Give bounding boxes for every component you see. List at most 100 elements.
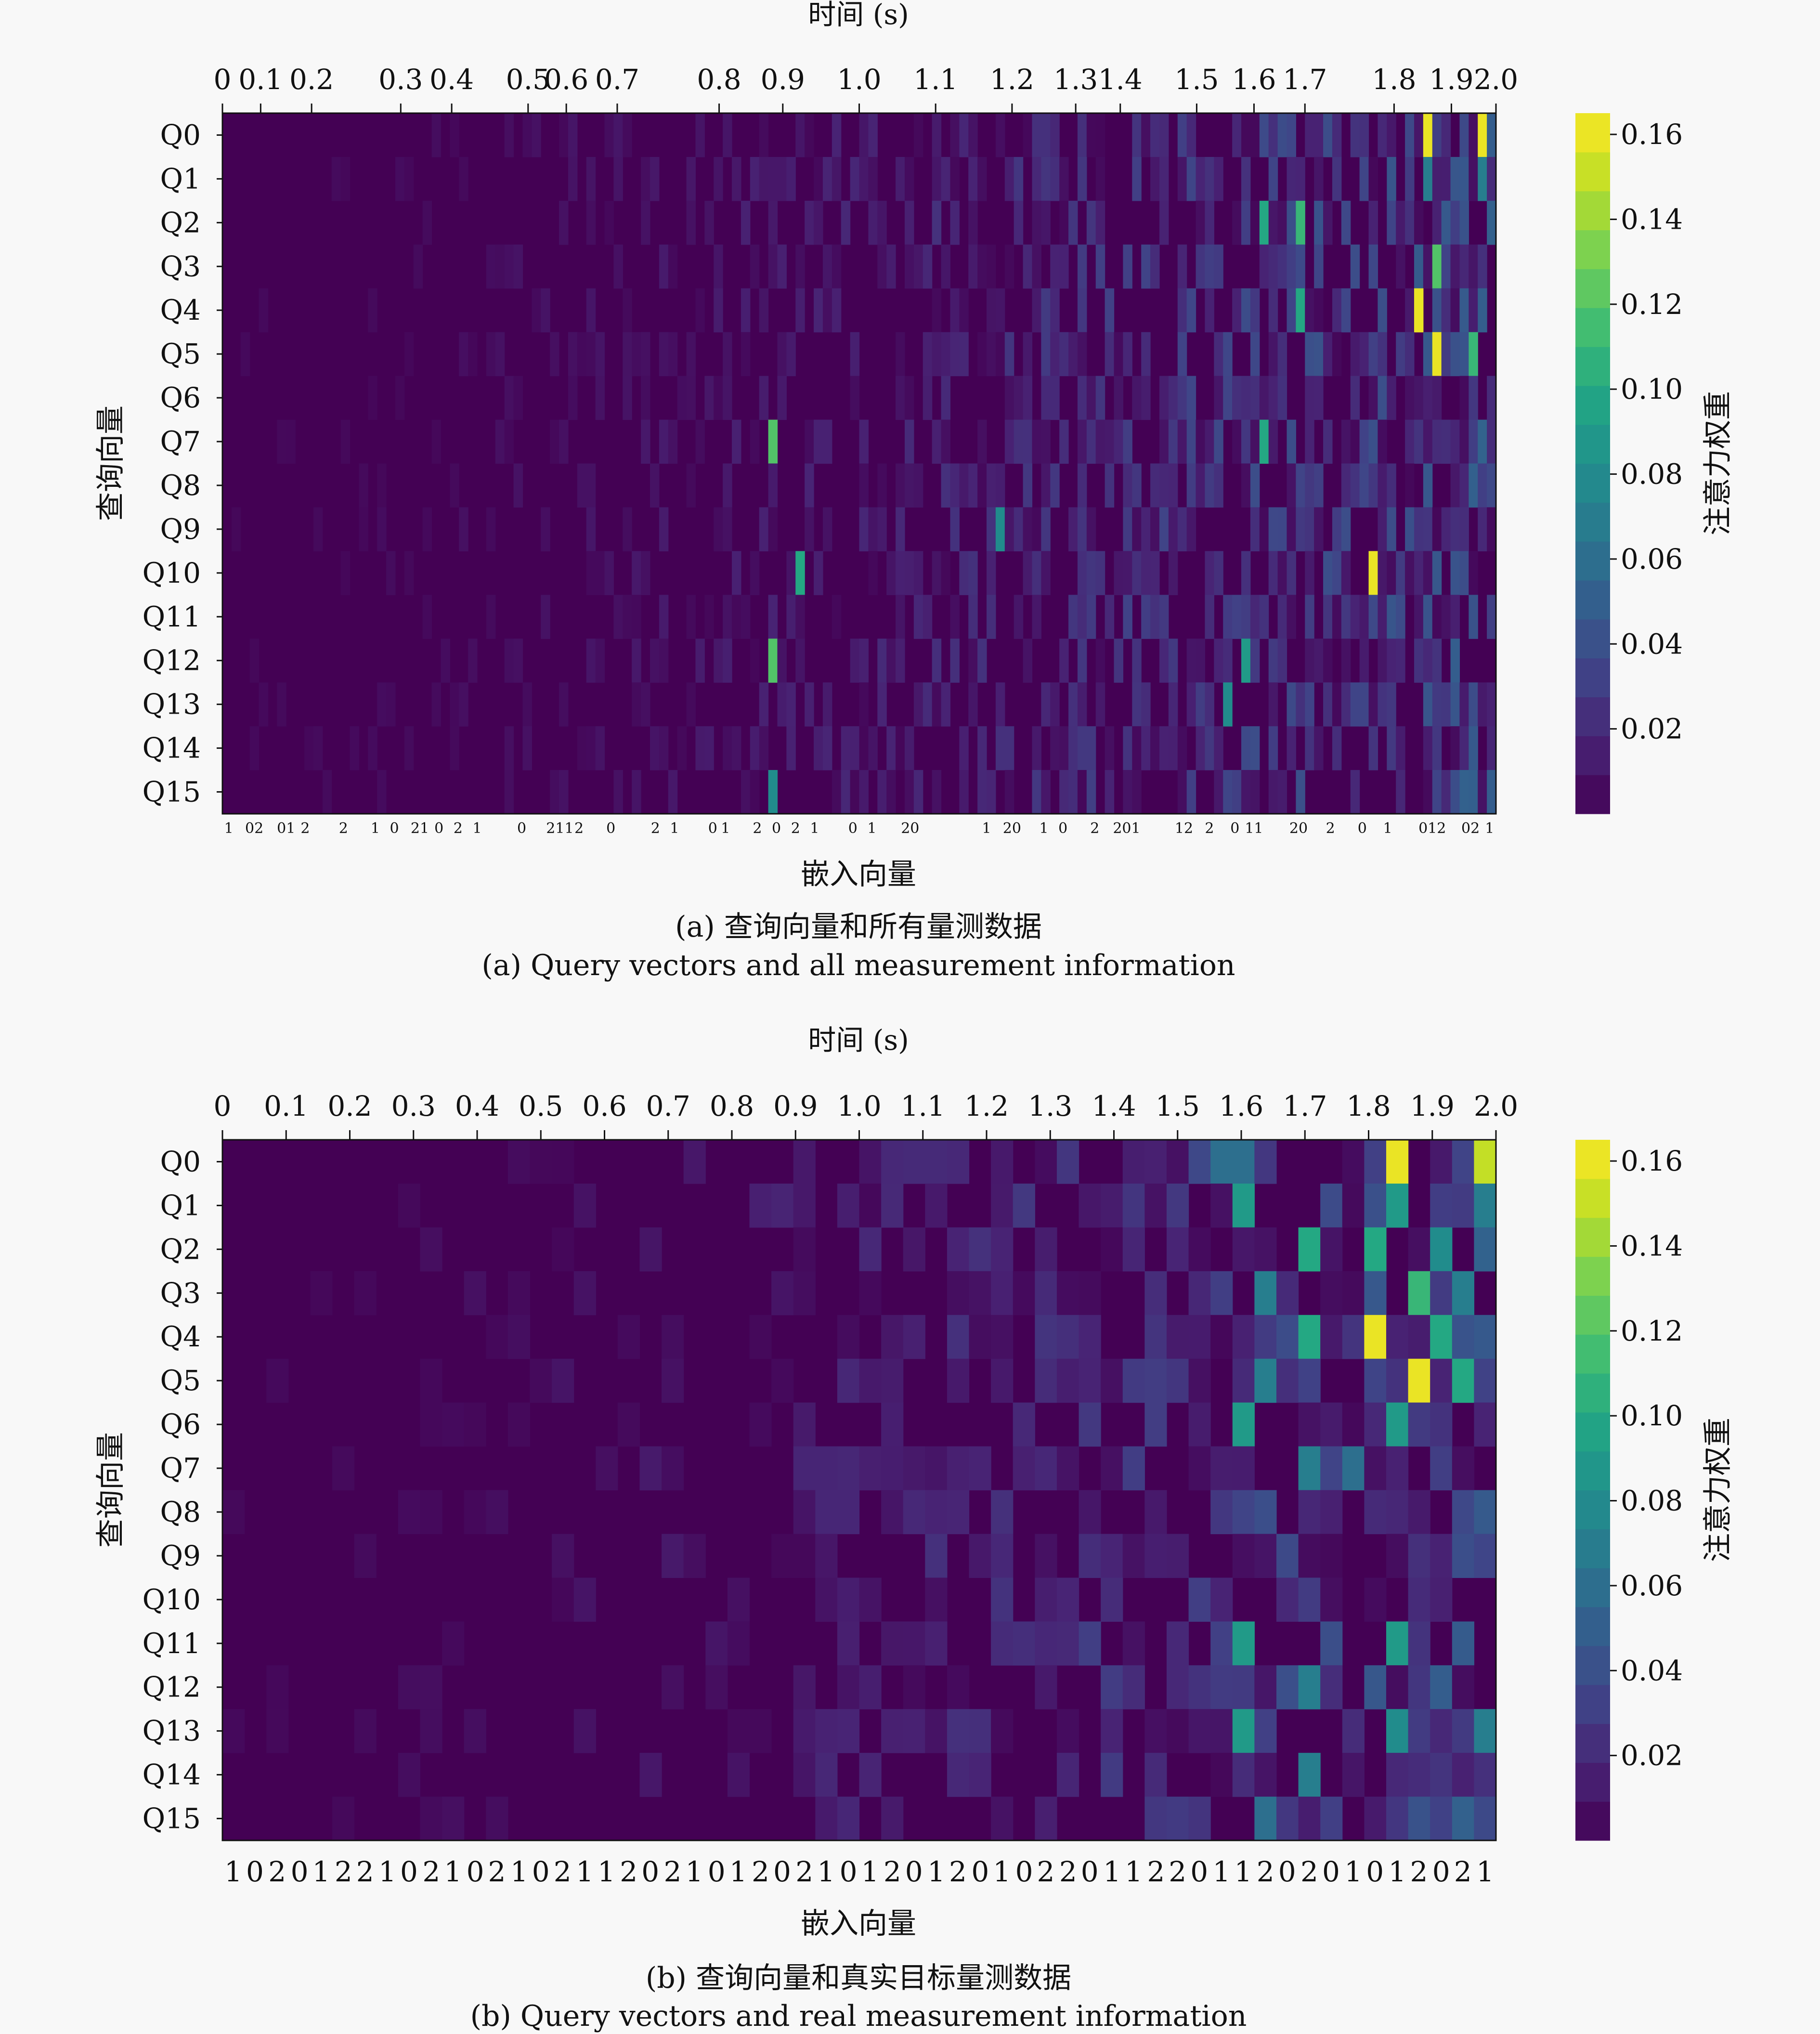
panel-b-heatmap-cell bbox=[1342, 1140, 1365, 1184]
panel-a-heatmap-cell bbox=[1159, 376, 1169, 420]
panel-a-heatmap-cell bbox=[1250, 332, 1260, 377]
panel-a-heatmap-cell bbox=[959, 551, 969, 595]
panel-b-heatmap-cell bbox=[1188, 1402, 1211, 1447]
panel-a-heatmap-cell bbox=[513, 639, 523, 683]
panel-a-heatmap-cell bbox=[704, 726, 714, 770]
panel-a-heatmap-cell bbox=[1177, 376, 1187, 420]
panel-b-heatmap-cell bbox=[1188, 1358, 1211, 1403]
panel-a-heatmap-cell bbox=[896, 726, 905, 770]
panel-a-heatmap-cell bbox=[1405, 113, 1415, 157]
panel-a-heatmap-cell bbox=[1004, 376, 1014, 420]
panel-a-heatmap-cell bbox=[1223, 376, 1233, 420]
panel-a-heatmap-cell bbox=[1441, 682, 1451, 727]
panel-b-heatmap-cell bbox=[1210, 1578, 1233, 1622]
panel-a-heatmap-cell bbox=[868, 726, 878, 770]
panel-a-heatmap-cell bbox=[1123, 595, 1132, 639]
panel-b-heatmap-cell bbox=[969, 1709, 991, 1753]
panel-b-time-tick-label: 0.9 bbox=[773, 1090, 818, 1122]
panel-a-heatmap-cell bbox=[1123, 726, 1132, 770]
panel-a-heatmap-cell bbox=[1287, 288, 1296, 333]
panel-a-colorbar-segment bbox=[1575, 191, 1610, 231]
panel-a-heatmap-cell bbox=[1177, 113, 1187, 157]
panel-b-embedding-label: 0 bbox=[905, 1855, 923, 1888]
panel-b-time-tick-label: 1.5 bbox=[1156, 1090, 1200, 1122]
panel-a-heatmap-cell bbox=[340, 551, 351, 595]
panel-a-heatmap-cell bbox=[1478, 419, 1487, 464]
panel-a-heatmap-cell bbox=[987, 288, 996, 333]
panel-a-heatmap-cell bbox=[1368, 682, 1378, 727]
panel-a-heatmap-cell bbox=[732, 595, 741, 639]
panel-b-heatmap-cell bbox=[991, 1797, 1014, 1841]
panel-a-heatmap-cell bbox=[1478, 244, 1487, 289]
panel-a-heatmap-cell bbox=[1159, 200, 1169, 245]
panel-a-heatmap-cell bbox=[1405, 551, 1415, 595]
panel-b-heatmap-cell bbox=[1452, 1621, 1474, 1666]
panel-a-heatmap-cell bbox=[1432, 726, 1442, 770]
panel-b-heatmap-cell bbox=[1232, 1665, 1255, 1709]
panel-a-heatmap-cell bbox=[1177, 244, 1187, 289]
panel-b-embedding-label: 1 bbox=[312, 1855, 330, 1888]
panel-a-heatmap-cell bbox=[1459, 551, 1469, 595]
panel-b-embedding-label: 1 bbox=[1213, 1855, 1231, 1888]
panel-a-time-tick-label: 0.6 bbox=[544, 63, 588, 96]
panel-b-heatmap-cell bbox=[1408, 1709, 1430, 1753]
panel-a-heatmap-cell bbox=[595, 551, 605, 595]
panel-b-heatmap-cell bbox=[662, 1534, 684, 1578]
panel-b-heatmap-cell bbox=[420, 1227, 442, 1272]
panel-a-heatmap-cell bbox=[359, 463, 368, 508]
panel-a-colorbar-segment bbox=[1575, 580, 1610, 620]
panel-a-heatmap-cell bbox=[1105, 595, 1115, 639]
panel-a-heatmap-cell bbox=[1378, 595, 1387, 639]
panel-a-heatmap-cell bbox=[1168, 726, 1178, 770]
panel-a-embedding-label: 2 bbox=[300, 820, 310, 837]
panel-a-heatmap-cell bbox=[577, 332, 587, 377]
panel-a-heatmap-cell bbox=[1296, 463, 1305, 508]
panel-b-time-tick-label: 0.3 bbox=[391, 1090, 436, 1122]
panel-a-heatmap-cell bbox=[1041, 113, 1051, 157]
panel-a-heatmap-cell bbox=[1341, 200, 1351, 245]
panel-a-heatmap-cell bbox=[1205, 595, 1214, 639]
panel-a-heatmap-cell bbox=[1214, 419, 1223, 464]
panel-a-heatmap-cell bbox=[1177, 419, 1187, 464]
panel-a-heatmap-cell bbox=[1359, 419, 1369, 464]
panel-a-heatmap-cell bbox=[1059, 332, 1069, 377]
panel-a-heatmap-cell bbox=[486, 332, 496, 377]
panel-a-heatmap-cell bbox=[513, 463, 523, 508]
panel-a-heatmap-cell bbox=[1405, 288, 1415, 333]
panel-a-embedding-label: 0 bbox=[708, 820, 717, 837]
panel-b-heatmap-cell bbox=[573, 1709, 596, 1753]
panel-a-heatmap-cell bbox=[1059, 639, 1069, 683]
panel-a-heatmap-cell bbox=[504, 419, 514, 464]
panel-a-heatmap-cell bbox=[1450, 682, 1460, 727]
panel-a-time-tick-label: 1.8 bbox=[1372, 63, 1416, 96]
panel-a-row-label: Q2 bbox=[160, 206, 201, 239]
panel-a-heatmap-cell bbox=[1041, 156, 1051, 201]
panel-a-heatmap-cell bbox=[1314, 639, 1324, 683]
panel-a-heatmap-cell bbox=[522, 726, 532, 770]
panel-a-heatmap-cell bbox=[750, 156, 760, 201]
panel-b-colorbar-segment bbox=[1575, 1645, 1610, 1685]
panel-a-heatmap-cell bbox=[395, 156, 405, 201]
panel-b-heatmap-cell bbox=[969, 1227, 991, 1272]
panel-b-heatmap-cell bbox=[1122, 1358, 1145, 1403]
panel-b-heatmap-cell bbox=[903, 1709, 925, 1753]
panel-b-heatmap-cell bbox=[1452, 1797, 1474, 1841]
panel-b-heatmap-cell bbox=[420, 1358, 442, 1403]
panel-a-heatmap-cell bbox=[1487, 419, 1496, 464]
panel-b-heatmap-cell bbox=[420, 1797, 442, 1841]
panel-a-heatmap-cell bbox=[1205, 682, 1214, 727]
panel-b-heatmap-cell bbox=[969, 1315, 991, 1359]
panel-b-heatmap-cell bbox=[991, 1621, 1014, 1666]
panel-a-heatmap-cell bbox=[968, 244, 978, 289]
panel-b-heatmap-cell bbox=[991, 1183, 1014, 1228]
panel-a-row-label: Q5 bbox=[160, 338, 201, 370]
panel-a-heatmap-cell bbox=[613, 595, 623, 639]
panel-a-heatmap-cell bbox=[1068, 200, 1078, 245]
panel-a-row-label: Q12 bbox=[143, 644, 201, 677]
panel-a-embedding-label: 1 bbox=[472, 820, 481, 837]
panel-a-heatmap-cell bbox=[987, 770, 996, 814]
panel-b-heatmap-cell bbox=[1232, 1358, 1255, 1403]
panel-b-time-tick-label: 1.1 bbox=[901, 1090, 945, 1122]
panel-b-heatmap-cell bbox=[1474, 1227, 1496, 1272]
panel-a-heatmap-cell bbox=[1123, 332, 1132, 377]
